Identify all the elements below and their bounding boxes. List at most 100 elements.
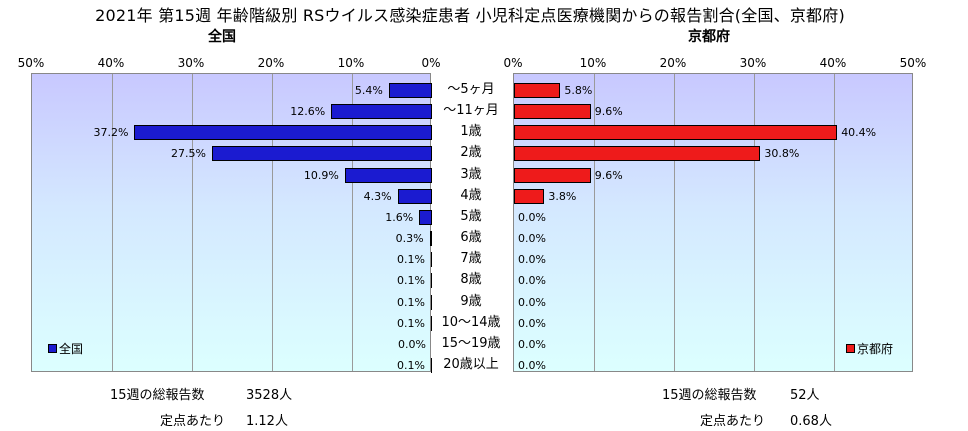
data-label-kyoto: 0.0%: [518, 316, 546, 330]
bar-national: [431, 273, 432, 289]
legend-swatch-kyoto: [846, 344, 855, 353]
tick-label-national-4: 10%: [337, 56, 365, 70]
category-label: 5歳: [460, 208, 482, 224]
legend-national: 全国: [48, 340, 83, 357]
kyoto-per-label: 定点あたり: [700, 414, 766, 429]
national-per-label: 定点あたり: [160, 414, 226, 429]
gridline-kyoto-2: [674, 74, 675, 371]
data-label-national: 0.3%: [395, 232, 424, 246]
category-label: 7歳: [460, 251, 482, 267]
bar-national: [431, 252, 432, 268]
tick-label-kyoto-3: 30%: [739, 56, 767, 70]
data-label-kyoto: 5.8%: [564, 84, 593, 97]
tick-label-national-5: 0%: [421, 56, 441, 70]
data-label-kyoto: 0.0%: [518, 253, 546, 267]
bar-kyoto: [514, 125, 838, 141]
gridline-kyoto-4: [834, 74, 835, 371]
category-label: 1歳: [460, 124, 482, 140]
tick-label-kyoto-0: 0%: [503, 56, 523, 70]
bar-kyoto: [514, 104, 591, 120]
bar-kyoto: [514, 167, 591, 183]
data-label-kyoto: 0.0%: [518, 337, 546, 351]
bar-kyoto: [514, 188, 545, 204]
bar-national: [212, 146, 432, 162]
data-label-kyoto: 9.6%: [594, 168, 623, 182]
legend-label-national: 全国: [59, 342, 84, 356]
category-label: 4歳: [460, 187, 482, 203]
data-label-kyoto: 40.4%: [841, 126, 877, 140]
tick-label-national-1: 40%: [97, 56, 125, 70]
legend-kyoto: 京都府: [846, 340, 893, 357]
data-label-national: 12.6%: [290, 105, 326, 119]
gridline-national-3: [192, 74, 193, 371]
panel-title-national: 全国: [208, 29, 236, 45]
national-per-value: 1.12人: [246, 414, 288, 429]
tick-label-kyoto-4: 40%: [819, 56, 847, 70]
tick-label-kyoto-5: 50%: [899, 56, 927, 70]
data-label-national: 5.4%: [354, 84, 383, 97]
gridline-national-1: [352, 74, 353, 371]
data-label-kyoto: 0.0%: [518, 232, 546, 246]
tick-label-kyoto-1: 10%: [579, 56, 607, 70]
data-label-national: 0.0%: [398, 337, 426, 351]
data-label-national: 37.2%: [93, 126, 129, 140]
category-label: 10〜14歳: [441, 314, 501, 330]
category-label: 6歳: [460, 230, 482, 246]
gridline-kyoto-3: [754, 74, 755, 371]
national-total-label: 15週の総報告数: [110, 388, 205, 403]
data-label-kyoto: 0.0%: [518, 274, 546, 288]
bar-national: [431, 357, 432, 373]
category-label: 15〜19歳: [441, 335, 501, 351]
bar-national: [431, 294, 432, 310]
category-label: 20歳以上: [443, 356, 499, 372]
data-label-national: 1.6%: [385, 210, 414, 224]
gridline-national-4: [112, 74, 113, 371]
bar-national: [431, 315, 432, 331]
bar-national: [429, 231, 432, 247]
data-label-national: 0.1%: [397, 274, 425, 288]
bar-national: [397, 188, 432, 204]
chart-title: 2021年 第15週 年齢階級別 RSウイルス感染症患者 小児科定点医療機関から…: [95, 6, 845, 25]
gridline-kyoto-1: [594, 74, 595, 371]
data-label-national: 0.1%: [397, 295, 425, 309]
data-label-national: 0.1%: [397, 358, 425, 372]
bar-national: [419, 209, 432, 225]
category-label: 〜5ヶ月: [447, 82, 495, 97]
legend-label-kyoto: 京都府: [857, 342, 894, 356]
data-label-national: 0.1%: [397, 316, 425, 330]
bar-national: [344, 167, 432, 183]
data-label-national: 27.5%: [171, 147, 206, 161]
data-label-kyoto: 30.8%: [764, 147, 800, 161]
category-label: 2歳: [460, 145, 482, 161]
tick-label-national-2: 30%: [177, 56, 205, 70]
bar-kyoto: [514, 146, 761, 162]
data-label-national: 4.3%: [363, 189, 392, 203]
legend-swatch-national: [48, 344, 57, 353]
tick-label-national-0: 50%: [17, 56, 45, 70]
category-label: 8歳: [460, 272, 482, 288]
data-label-national: 10.9%: [303, 168, 339, 182]
plot-area-kyoto: 5.8% 9.6% 40.4% 30.8% 9.6% 3.8% 0.0% 0.0% 0.0% 0.…: [513, 73, 913, 372]
bar-national: [331, 104, 432, 120]
kyoto-total-value: 52人: [790, 388, 820, 403]
tick-label-national-3: 20%: [257, 56, 285, 70]
kyoto-per-value: 0.68人: [790, 414, 832, 429]
data-label-kyoto: 0.0%: [518, 210, 546, 224]
data-label-kyoto: 3.8%: [548, 189, 577, 203]
category-label: 9歳: [460, 293, 482, 309]
category-label: 3歳: [460, 166, 482, 182]
bar-kyoto: [514, 83, 561, 98]
national-total-value: 3528人: [246, 388, 293, 403]
category-label: 〜11ヶ月: [443, 103, 499, 119]
bar-national: [134, 125, 432, 141]
data-label-kyoto: 0.0%: [518, 358, 546, 372]
data-label-kyoto: 0.0%: [518, 295, 546, 309]
panel-title-kyoto: 京都府: [688, 29, 730, 45]
tick-label-kyoto-2: 20%: [659, 56, 687, 70]
kyoto-total-label: 15週の総報告数: [662, 388, 757, 403]
gridline-national-2: [272, 74, 273, 371]
plot-area-national: 5.4% 12.6% 37.2% 27.5% 10.9% 4.3% 1.6% 0.3% 0.1%…: [31, 73, 432, 373]
data-label-kyoto: 9.6%: [594, 105, 623, 119]
data-label-national: 0.1%: [397, 253, 425, 267]
bar-national: [388, 83, 432, 98]
